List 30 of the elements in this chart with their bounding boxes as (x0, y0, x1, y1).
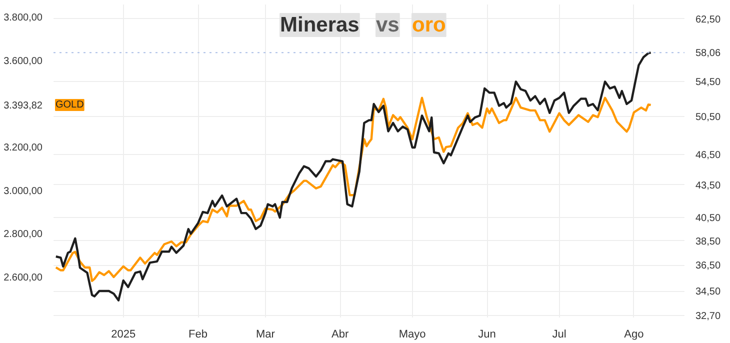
x-tick-label: Mar (256, 328, 276, 340)
y2-tick-label: 40,50 (696, 213, 721, 224)
y-tick-label: 2.600,00 (4, 272, 43, 284)
y2-tick-label: 50,50 (696, 112, 721, 124)
y2-tick-label: 38,50 (696, 236, 721, 248)
y-tick-label: 3.393,82 (4, 100, 43, 112)
y2-tick-label: 32,70 (696, 311, 721, 322)
y-tick-label: 3.600,00 (4, 56, 43, 67)
y-tick-label: 3.200,00 (4, 142, 43, 154)
y2-tick-label: 34,50 (696, 286, 721, 298)
x-tick-label: 2025 (111, 328, 136, 340)
x-tick-label: Jul (552, 328, 566, 340)
line-series (54, 96, 652, 282)
y-tick-label: 3.800,00 (4, 12, 43, 24)
line-series (54, 52, 652, 302)
y2-tick-label: 62,50 (696, 14, 721, 26)
x-tick-label: Abr (332, 328, 349, 340)
x-tick-label: Ago (624, 328, 644, 340)
x-tick-label: Jun (478, 328, 496, 340)
text: GOLD (56, 100, 84, 111)
y2-tick-label: 46,50 (696, 150, 721, 161)
y2-tick-label: 36,50 (696, 260, 721, 272)
y-tick-label: 3.000,00 (4, 186, 43, 197)
y-tick-label: 2.800,00 (4, 229, 43, 240)
chart-title: Mineras vs oro (280, 14, 446, 36)
x-tick-label: Mayo (398, 328, 426, 340)
x-tick-label: Feb (188, 328, 208, 340)
ref-line-label: 58,06 (696, 48, 721, 60)
y2-tick-label: 43,50 (696, 180, 721, 192)
y2-tick-label: 54,50 (696, 77, 721, 88)
